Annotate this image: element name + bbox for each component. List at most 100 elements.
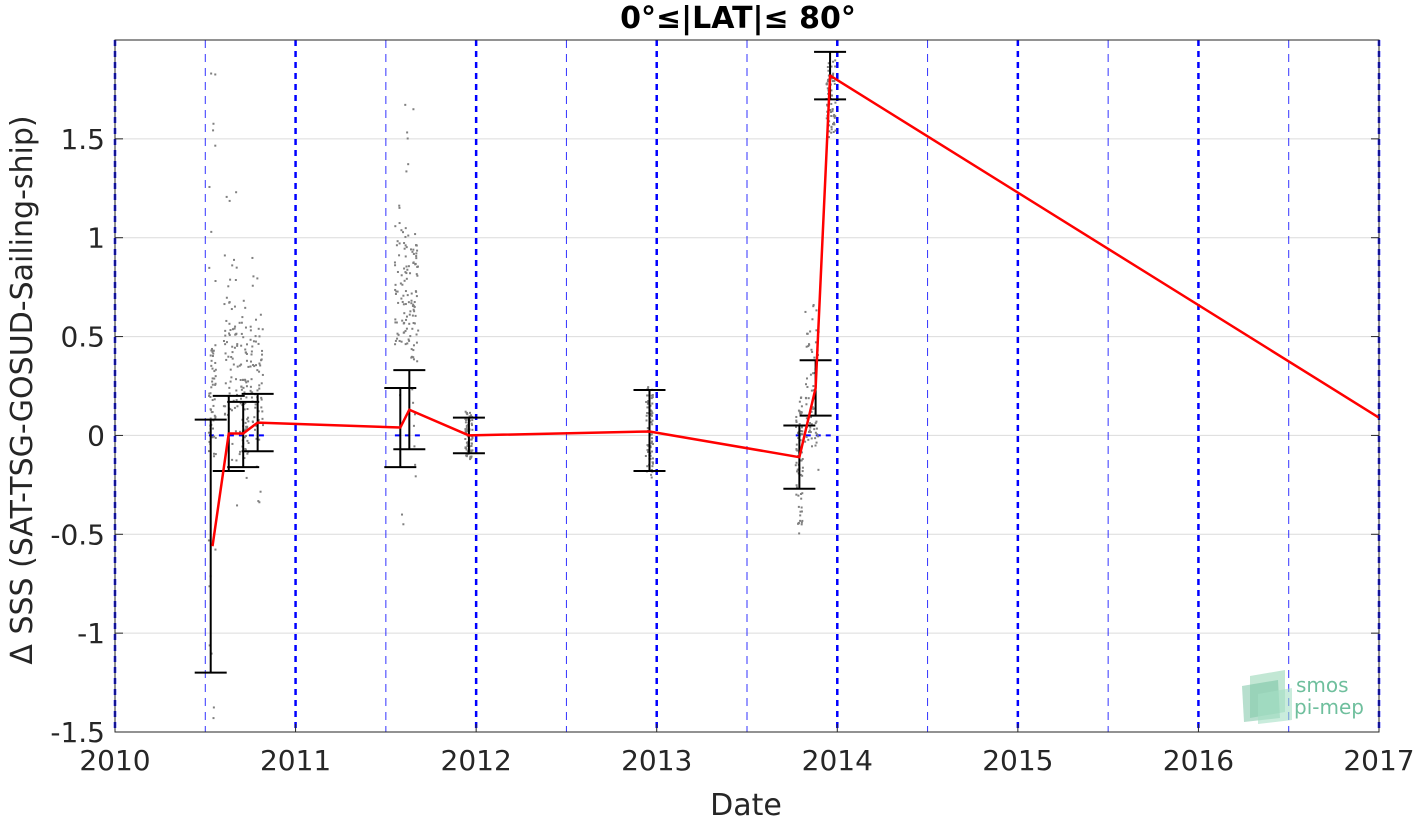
scatter-point <box>233 305 236 308</box>
scatter-point <box>238 321 241 324</box>
logo-text-pimep: pi-mep <box>1294 695 1364 719</box>
scatter-point <box>242 386 245 389</box>
scatter-point <box>252 364 255 366</box>
scatter-point <box>408 322 411 325</box>
scatter-point <box>830 114 833 117</box>
scatter-point <box>231 458 234 461</box>
scatter-point <box>231 264 234 267</box>
scatter-point <box>411 304 414 307</box>
scatter-point <box>413 301 416 304</box>
scatter-point <box>404 290 407 293</box>
scatter-point <box>800 426 803 429</box>
scatter-point <box>412 401 415 404</box>
scatter-point <box>402 523 405 526</box>
scatter-point <box>808 422 811 425</box>
scatter-point <box>403 312 406 315</box>
scatter-point <box>238 430 241 433</box>
scatter-point <box>405 265 408 268</box>
scatter-point <box>808 343 811 346</box>
scatter-point <box>800 492 803 495</box>
scatter-point <box>400 229 403 232</box>
scatter-point <box>394 292 397 295</box>
scatter-point <box>231 442 234 445</box>
scatter-point <box>259 364 262 367</box>
scatter-point <box>414 463 417 466</box>
scatter-point <box>812 407 815 410</box>
scatter-point <box>407 234 410 237</box>
scatter-point <box>833 80 836 83</box>
scatter-point <box>415 273 418 276</box>
scatter-point <box>814 341 817 344</box>
scatter-point <box>410 292 413 295</box>
scatter-point <box>405 246 408 249</box>
scatter-point <box>402 294 405 297</box>
scatter-point <box>401 319 404 322</box>
scatter-point <box>471 436 474 439</box>
scatter-point <box>834 101 837 104</box>
scatter-point <box>404 255 407 258</box>
scatter-point <box>469 458 472 461</box>
scatter-point <box>468 415 471 418</box>
scatter-point <box>208 266 211 269</box>
scatter-point <box>231 345 234 348</box>
scatter-point <box>827 78 830 81</box>
scatter-point <box>244 348 247 351</box>
scatter-point <box>242 299 245 302</box>
scatter-point <box>809 373 812 376</box>
scatter-point <box>233 327 236 330</box>
scatter-point <box>805 417 808 420</box>
scatter-point <box>235 389 238 392</box>
scatter-point <box>645 419 648 422</box>
scatter-point <box>650 397 653 400</box>
scatter-point <box>210 72 213 75</box>
scatter-point <box>257 342 260 345</box>
scatter-point <box>647 386 650 389</box>
scatter-point <box>243 408 246 411</box>
x-tick-label: 2017 <box>1343 744 1414 777</box>
scatter-point <box>413 413 416 416</box>
scatter-point <box>407 163 410 166</box>
scatter-point <box>250 353 253 356</box>
scatter-point <box>412 322 415 325</box>
scatter-point <box>799 519 802 522</box>
scatter-point <box>833 116 836 119</box>
scatter-point <box>394 288 397 291</box>
scatter-point <box>401 300 404 303</box>
scatter-point <box>214 382 217 385</box>
x-tick-label: 2013 <box>621 744 692 777</box>
y-tick-label: 0.5 <box>60 321 105 354</box>
scatter-point <box>246 408 249 411</box>
scatter-point <box>646 465 649 468</box>
scatter-point <box>466 413 469 416</box>
scatter-point <box>651 465 654 468</box>
scatter-point <box>800 405 803 408</box>
scatter-point <box>404 244 407 247</box>
scatter-point <box>231 328 234 331</box>
scatter-point <box>650 442 653 445</box>
scatter-point <box>799 439 802 442</box>
scatter-point <box>258 501 261 504</box>
scatter-point <box>807 345 810 348</box>
scatter-point <box>805 397 808 400</box>
scatter-point <box>240 385 243 388</box>
scatter-point <box>805 345 808 348</box>
scatter-point <box>410 248 413 251</box>
scatter-point <box>471 449 474 452</box>
scatter-point <box>831 108 834 111</box>
scatter-point <box>230 409 233 412</box>
scatter-point <box>817 435 820 438</box>
scatter-point <box>214 280 217 283</box>
scatter-point <box>225 296 228 299</box>
scatter-point <box>810 389 813 392</box>
scatter-point <box>801 466 804 469</box>
scatter-point <box>413 310 416 313</box>
scatter-point <box>416 274 419 277</box>
scatter-point <box>258 387 261 390</box>
scatter-point <box>249 325 252 328</box>
scatter-point <box>464 418 467 421</box>
scatter-point <box>651 461 654 464</box>
scatter-point <box>396 337 399 340</box>
scatter-point <box>213 455 216 458</box>
scatter-point <box>261 328 264 331</box>
scatter-point <box>394 321 397 324</box>
